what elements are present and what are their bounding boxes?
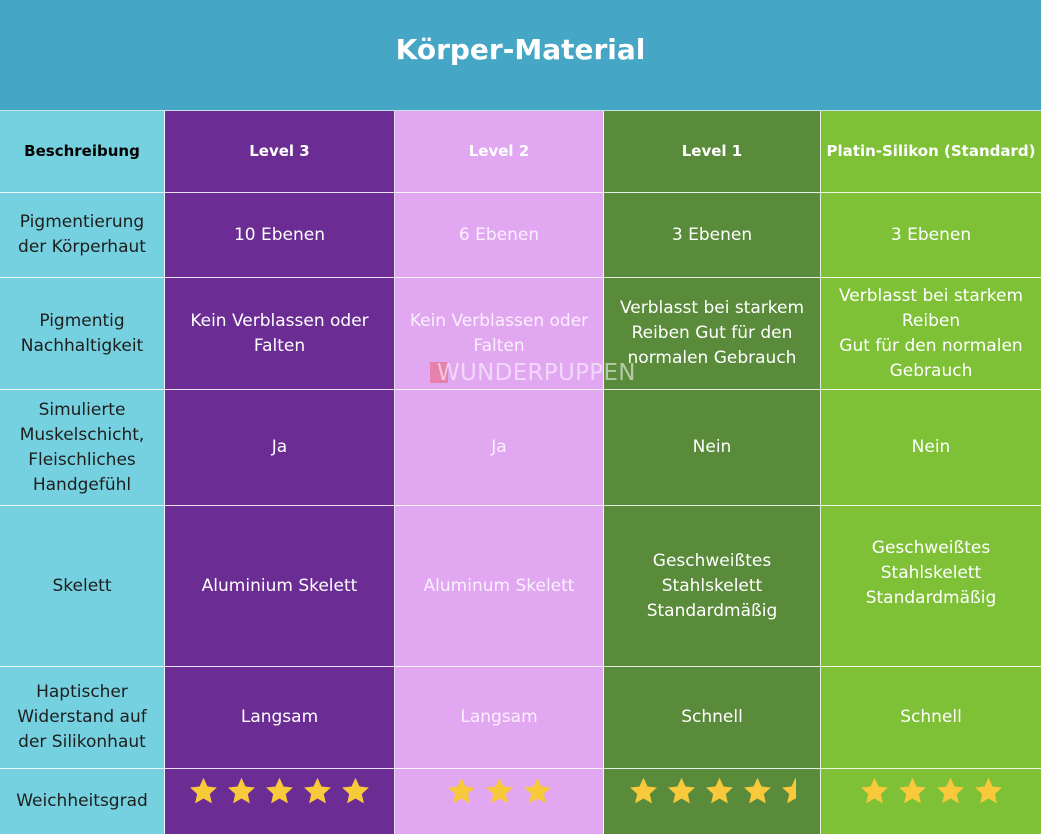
star-shape xyxy=(447,777,475,804)
header-level-2: Level 2 xyxy=(395,111,604,193)
star-icon xyxy=(485,777,513,804)
haptischer-widerstand-level-1-cell: Schnell xyxy=(604,667,821,769)
star-icon xyxy=(744,777,772,804)
row-label-muskelschicht: Simulierte Muskelschicht, Fleischliches … xyxy=(0,390,165,506)
muskelschicht-platin-silikon-cell: Nein xyxy=(821,390,1041,506)
row-label-nachhaltigkeit: Pigmentig Nachhaltigkeit xyxy=(0,278,165,390)
star-icon xyxy=(266,777,293,804)
weichheitsgrad-level-3-cell xyxy=(165,769,395,834)
rating-stars-platin-silikon xyxy=(859,776,1004,807)
star-icon xyxy=(304,777,331,804)
haptischer-widerstand-level-2-cell: Langsam xyxy=(395,667,604,769)
star-icon xyxy=(898,777,926,804)
row-label-pigmentierung: Pigmentierung der Körperhaut xyxy=(0,193,165,278)
star-shape xyxy=(190,777,217,804)
rating-stars-level-1 xyxy=(628,776,796,807)
star-shape xyxy=(936,777,964,804)
rating-stars-level-3 xyxy=(188,776,371,807)
skelett-level-1-cell: Geschweißtes Stahlskelett Standardmäßig xyxy=(604,506,821,667)
row-label-skelett: Skelett xyxy=(0,506,165,667)
star-icon xyxy=(860,777,888,804)
row-label-weichheitsgrad: Weichheitsgrad xyxy=(0,769,165,834)
star-shape xyxy=(485,777,513,804)
page-title: Körper-Material xyxy=(395,33,646,66)
haptischer-widerstand-level-3-cell: Langsam xyxy=(165,667,395,769)
header-platin-silikon: Platin-Silikon (Standard) xyxy=(821,111,1041,193)
row-label-haptischer-widerstand: Haptischer Widerstand auf der Silikonhau… xyxy=(0,667,165,769)
star-shape xyxy=(630,777,658,804)
muskelschicht-level-1-cell: Nein xyxy=(604,390,821,506)
star-shape xyxy=(523,777,551,804)
header-level-3: Level 3 xyxy=(165,111,395,193)
pigmentierung-level-3-cell: 10 Ebenen xyxy=(165,193,395,278)
star-shape xyxy=(782,777,796,804)
star-icon xyxy=(190,777,217,804)
weichheitsgrad-platin-silikon-cell xyxy=(821,769,1041,834)
star-icon xyxy=(342,777,369,804)
star-shape xyxy=(342,777,369,804)
star-icon xyxy=(447,777,475,804)
pigmentierung-platin-silikon-cell: 3 Ebenen xyxy=(821,193,1041,278)
header-level-1: Level 1 xyxy=(604,111,821,193)
star-shape xyxy=(860,777,888,804)
rating-stars-level-2 xyxy=(446,776,553,807)
star-icon xyxy=(630,777,658,804)
header-beschreibung: Beschreibung xyxy=(0,111,165,193)
star-shape xyxy=(304,777,331,804)
nachhaltigkeit-platin-silikon-cell: Verblasst bei starkem Reiben Gut für den… xyxy=(821,278,1041,390)
star-shape xyxy=(898,777,926,804)
muskelschicht-level-3-cell: Ja xyxy=(165,390,395,506)
skelett-level-2-cell: Aluminum Skelett xyxy=(395,506,604,667)
star-icon xyxy=(706,777,734,804)
star-icon xyxy=(228,777,255,804)
half-star-icon xyxy=(782,777,796,804)
star-icon xyxy=(936,777,964,804)
star-shape xyxy=(668,777,696,804)
weichheitsgrad-level-1-cell xyxy=(604,769,821,834)
star-shape xyxy=(706,777,734,804)
title-bar: Körper-Material xyxy=(0,0,1041,111)
nachhaltigkeit-level-2-cell: Kein Verblassen oder Falten xyxy=(395,278,604,390)
star-icon xyxy=(974,777,1002,804)
skelett-level-3-cell: Aluminium Skelett xyxy=(165,506,395,667)
star-shape xyxy=(228,777,255,804)
pigmentierung-level-1-cell: 3 Ebenen xyxy=(604,193,821,278)
star-shape xyxy=(266,777,293,804)
comparison-table: Beschreibung Level 3 Level 2 Level 1 Pla… xyxy=(0,111,1041,834)
nachhaltigkeit-level-1-cell: Verblasst bei starkem Reiben Gut für den… xyxy=(604,278,821,390)
haptischer-widerstand-platin-silikon-cell: Schnell xyxy=(821,667,1041,769)
star-shape xyxy=(974,777,1002,804)
star-shape xyxy=(744,777,772,804)
star-icon xyxy=(668,777,696,804)
muskelschicht-level-2-cell: Ja xyxy=(395,390,604,506)
pigmentierung-level-2-cell: 6 Ebenen xyxy=(395,193,604,278)
star-icon xyxy=(523,777,551,804)
weichheitsgrad-level-2-cell xyxy=(395,769,604,834)
skelett-platin-silikon-cell: Geschweißtes Stahlskelett Standardmäßig xyxy=(821,506,1041,667)
nachhaltigkeit-level-3-cell: Kein Verblassen oder Falten xyxy=(165,278,395,390)
